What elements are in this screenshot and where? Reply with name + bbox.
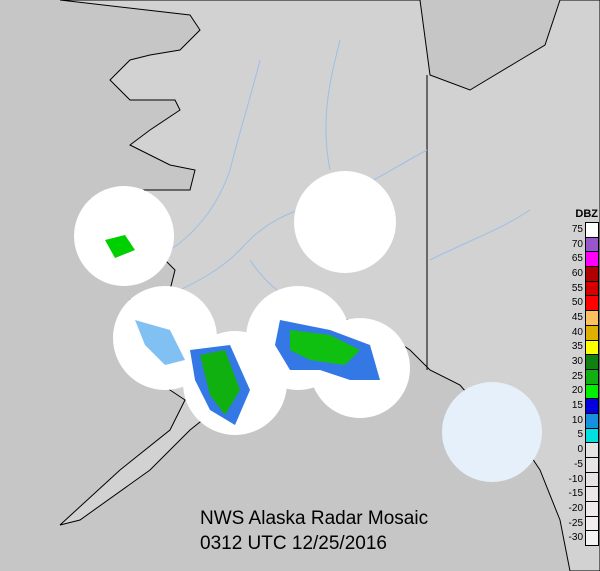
legend-swatch	[585, 398, 599, 413]
legend-entry: -20	[566, 501, 600, 516]
legend-swatch	[585, 310, 599, 325]
legend-label: -15	[568, 488, 583, 500]
legend-label: 35	[571, 341, 583, 353]
legend-entry: 0	[566, 442, 600, 457]
legend-label: 5	[577, 429, 583, 441]
legend-swatch	[585, 383, 599, 399]
map-title: NWS Alaska Radar Mosaic	[200, 508, 429, 529]
legend-label: 55	[571, 282, 583, 294]
legend-entry: 50	[566, 295, 600, 311]
legend-label: 50	[571, 297, 583, 309]
legend-entry: 60	[566, 266, 600, 281]
legend-label: 25	[571, 370, 583, 382]
legend-entry: 75	[566, 222, 600, 237]
legend-label: 10	[571, 414, 583, 426]
legend-swatch	[585, 529, 599, 546]
legend-swatch	[585, 471, 599, 487]
legend-swatch	[585, 486, 599, 502]
legend-label: 70	[571, 238, 583, 250]
dbz-legend: DBZ 75 70 65 60 55 50 45 40 35 30 25 20 15 10 5 0 -5 -10-…	[566, 208, 600, 546]
legend-entry: 25	[566, 368, 600, 384]
legend-label: -10	[568, 473, 583, 485]
legend-swatch	[585, 266, 599, 281]
legend-entry: 5	[566, 427, 600, 443]
legend-entry: -25	[566, 515, 600, 531]
legend-label: 40	[571, 326, 583, 338]
legend-swatch	[585, 412, 599, 428]
legend-label: -5	[574, 458, 583, 470]
legend-swatch	[585, 457, 599, 472]
legend-entry: -5	[566, 457, 600, 472]
legend-swatch	[585, 368, 599, 384]
legend-swatch	[585, 295, 599, 311]
legend-label: -30	[568, 532, 583, 544]
precipitation-echoes	[105, 235, 380, 425]
legend-swatch	[585, 339, 599, 355]
legend-swatch	[585, 324, 599, 340]
legend-entry: 30	[566, 354, 600, 369]
land	[59, 0, 600, 571]
legend-swatch	[585, 236, 599, 252]
legend-label: 20	[571, 385, 583, 397]
legend-entry: 10	[566, 412, 600, 428]
legend-entry: -30	[566, 529, 600, 546]
legend-label: 75	[571, 223, 583, 235]
legend-entry: -15	[566, 486, 600, 502]
legend-swatch	[585, 222, 599, 237]
legend-label: 60	[571, 267, 583, 279]
legend-label: -25	[568, 517, 583, 529]
legend-entry: 65	[566, 251, 600, 267]
legend-swatch	[585, 251, 599, 267]
map-timestamp: 0312 UTC 12/25/2016	[200, 533, 387, 554]
legend-label: 45	[571, 311, 583, 323]
legend-entry: 20	[566, 383, 600, 399]
legend-label: 0	[577, 444, 583, 456]
legend-label: -20	[568, 502, 583, 514]
legend-unit: DBZ	[575, 208, 598, 220]
legend-entry: -10	[566, 471, 600, 487]
legend-swatch	[585, 501, 599, 516]
legend-swatch	[585, 280, 599, 296]
legend-swatch	[585, 442, 599, 457]
legend-entry: 45	[566, 310, 600, 325]
legend-entry: 15	[566, 398, 600, 413]
legend-swatch	[585, 515, 599, 531]
rivers	[169, 39, 531, 301]
legend-label: 65	[571, 253, 583, 265]
legend-entry: 35	[566, 339, 600, 355]
legend-entry: 70	[566, 236, 600, 252]
legend-swatch	[585, 427, 599, 443]
legend-swatch	[585, 354, 599, 369]
legend-entry: 40	[566, 324, 600, 340]
legend-label: 15	[571, 400, 583, 412]
legend-label: 30	[571, 356, 583, 368]
legend-entry: 55	[566, 280, 600, 296]
